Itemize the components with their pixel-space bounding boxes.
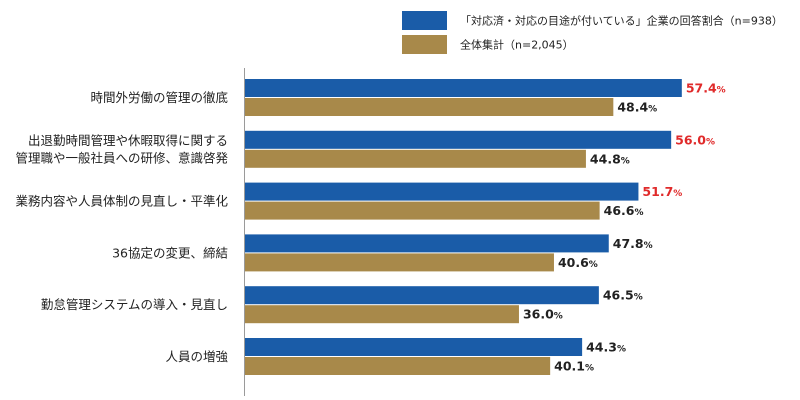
legend-swatch-2 — [402, 35, 447, 54]
value-label-s2-c4: 40.6% — [558, 255, 598, 270]
value-label-s1-c2: 56.0% — [675, 132, 715, 147]
bar-s2-c1 — [245, 98, 614, 116]
legend-label-1: 「対応済・対応の目途が付いている」企業の回答割合（n=938） — [460, 14, 783, 28]
value-label-s1-c6: 44.3% — [586, 340, 626, 355]
bar-s1-c3 — [245, 182, 639, 201]
bar-s2-c6 — [245, 357, 551, 375]
bar-s1-c2 — [245, 130, 672, 149]
value-label-s1-c5: 46.5% — [603, 288, 643, 303]
category-labels: 時間外労働の管理の徹底出退勤時間管理や休暇取得に関する管理職や一般社員への研修、… — [15, 90, 228, 364]
bar-s1-c1 — [245, 79, 682, 97]
bar-s1-c4 — [245, 234, 609, 253]
value-label-s2-c2: 44.8% — [590, 151, 630, 166]
bar-s2-c3 — [245, 201, 600, 220]
value-label-s2-c1: 48.4% — [617, 100, 657, 115]
value-label-s2-c5: 36.0% — [523, 307, 563, 322]
value-labels: 57.4% 48.4% 56.0% 44.8% 51.7% 46.6% 47.8% 40.6%… — [523, 81, 726, 374]
legend: 「対応済・対応の目途が付いている」企業の回答割合（n=938） 全体集計（n=2,… — [402, 11, 783, 54]
bar-s1-c6 — [245, 338, 583, 356]
category-label-6: 人員の増強 — [165, 349, 228, 364]
value-label-s1-c1: 57.4% — [686, 81, 726, 96]
category-label-1: 時間外労働の管理の徹底 — [90, 90, 228, 105]
category-label-4: 36協定の変更、締結 — [112, 245, 228, 260]
value-label-s1-c4: 47.8% — [613, 236, 653, 251]
value-label-s1-c3: 51.7% — [642, 184, 682, 199]
value-label-s2-c6: 40.1% — [554, 359, 594, 374]
bar-s2-c2 — [245, 149, 586, 168]
category-label-5: 勤怠管理システムの導入・見直し — [41, 297, 228, 312]
legend-swatch-1 — [402, 11, 447, 30]
value-label-s2-c3: 46.6% — [604, 203, 644, 218]
bar-s2-c5 — [245, 305, 519, 324]
legend-label-2: 全体集計（n=2,045） — [460, 38, 574, 52]
bars — [245, 79, 682, 375]
bar-s1-c5 — [245, 286, 599, 305]
category-label-2: 出退勤時間管理や休暇取得に関する管理職や一般社員への研修、意識啓発 — [15, 133, 228, 166]
bar-s2-c4 — [245, 253, 554, 272]
category-label-3: 業務内容や人員体制の見直し・平準化 — [15, 194, 228, 209]
